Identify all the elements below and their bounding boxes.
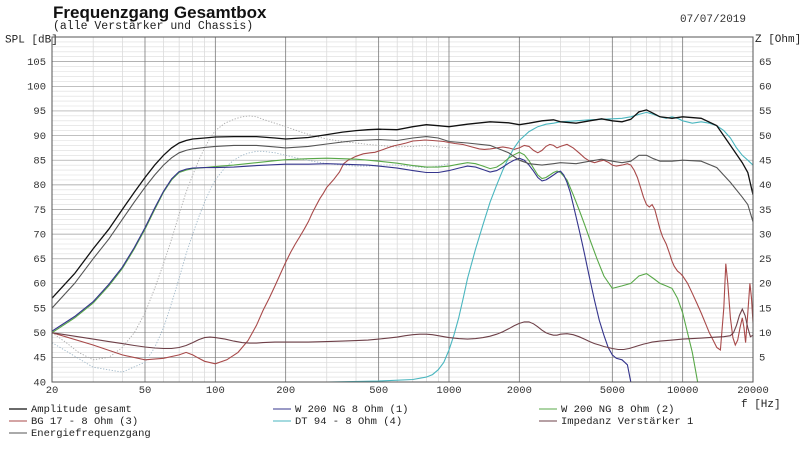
- svg-text:Impedanz Verstärker 1: Impedanz Verstärker 1: [561, 416, 693, 428]
- svg-text:BG 17 - 8 Ohm (3): BG 17 - 8 Ohm (3): [31, 416, 138, 428]
- svg-text:Amplitude gesamt: Amplitude gesamt: [31, 404, 132, 416]
- svg-text:Energiefrequenzgang: Energiefrequenzgang: [31, 428, 151, 440]
- svg-text:DT 94 - 8 Ohm (4): DT 94 - 8 Ohm (4): [295, 416, 402, 428]
- svg-text:W 200 NG 8 Ohm (1): W 200 NG 8 Ohm (1): [295, 404, 408, 416]
- svg-text:W 200 NG 8 Ohm (2): W 200 NG 8 Ohm (2): [561, 404, 674, 416]
